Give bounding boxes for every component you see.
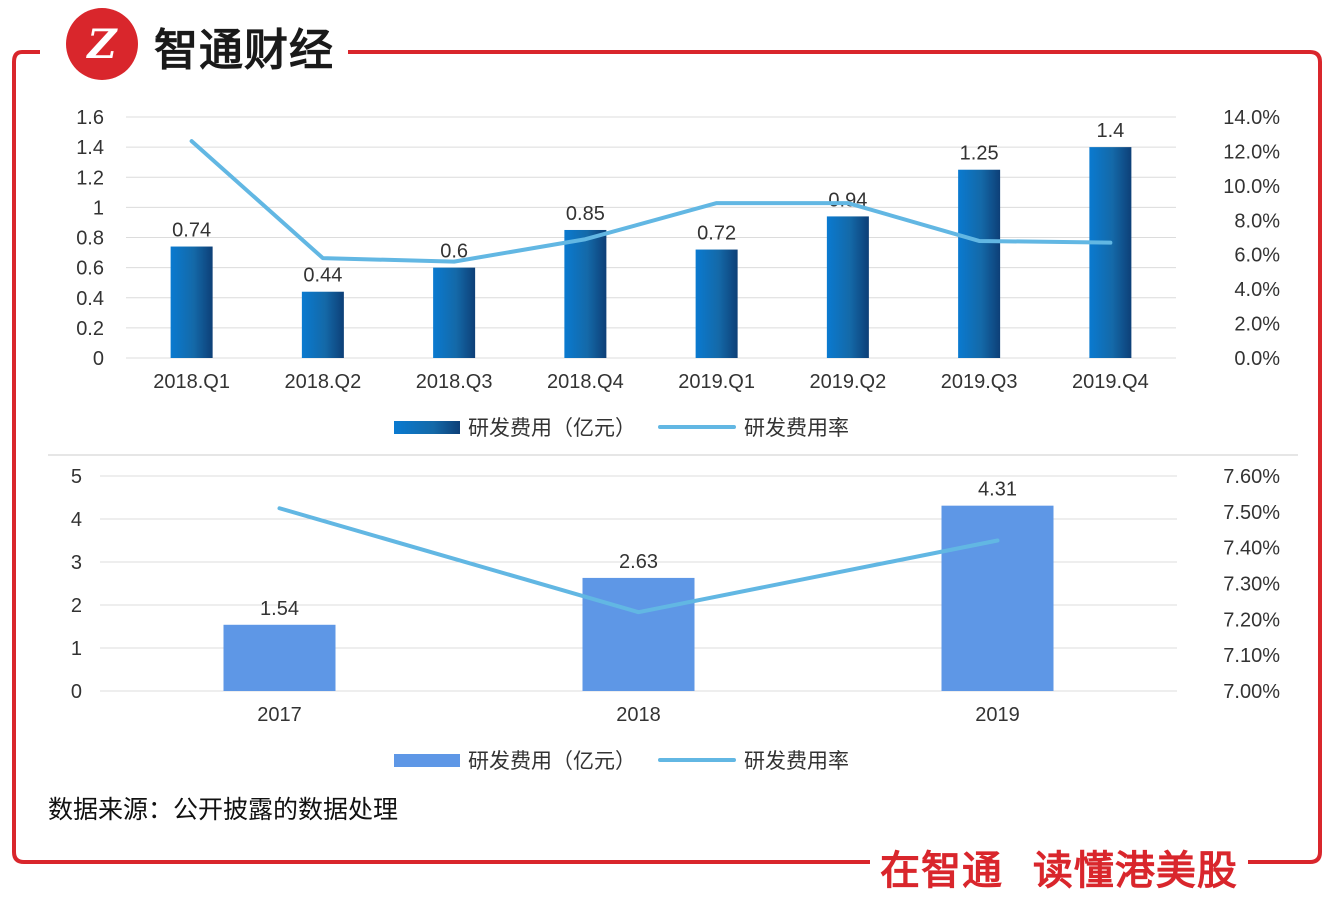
data-label: 0.74: [172, 220, 211, 242]
bar: [433, 267, 476, 358]
x-tick-label: 2019.Q2: [810, 371, 887, 393]
y-tick-label: 1: [71, 638, 82, 660]
quarterly-rd-chart: 0 0.2 0.4 0.6 0.8 1 1.2 1.4 1.6 0.0% 2.0% 4.0% 6.0% 8…: [76, 107, 1280, 393]
bar: [170, 246, 213, 358]
bar: [826, 216, 869, 358]
data-label: 0.6: [440, 241, 468, 263]
y2-tick-label: 10.0%: [1223, 176, 1280, 198]
bar: [564, 229, 607, 358]
data-label: 0.72: [697, 223, 736, 245]
rate-line: [189, 139, 1113, 264]
bar: [958, 169, 1001, 358]
legend-bar-item: 研发费用（亿元）: [394, 745, 636, 775]
y2-tick-label: 14.0%: [1223, 107, 1280, 129]
x-tick-label: 2018.Q4: [547, 371, 624, 393]
y2-tick-label: 6.0%: [1234, 245, 1280, 267]
slogan: 在智通 读懂港美股: [870, 838, 1248, 896]
y2-tick-label: 7.60%: [1223, 466, 1280, 488]
y-tick-label: 0: [93, 348, 104, 370]
legend-bar-item: 研发费用（亿元）: [394, 412, 636, 442]
brand-logo: Z: [66, 8, 138, 80]
y2-tick-label: 7.30%: [1223, 574, 1280, 596]
legend-line-item: 研发费用率: [658, 412, 849, 442]
y-tick-label: 0.6: [76, 258, 104, 280]
y2-tick-label: 2.0%: [1234, 314, 1280, 336]
y-tick-label: 0.8: [76, 228, 104, 250]
legend-line-swatch: [658, 758, 736, 762]
y-tick-label: 2: [71, 595, 82, 617]
data-label: 0.85: [566, 203, 605, 225]
bar: [223, 624, 336, 691]
bar: [301, 291, 344, 358]
legend-bar-label: 研发费用（亿元）: [468, 416, 636, 440]
y2-tick-label: 8.0%: [1234, 210, 1280, 232]
data-label: 1.25: [960, 143, 999, 165]
data-label: 1.4: [1096, 120, 1124, 142]
legend-line-label: 研发费用率: [744, 749, 849, 773]
data-label: 2.63: [619, 551, 658, 573]
chart-divider: [48, 454, 1298, 456]
x-tick-label: 2018.Q3: [416, 371, 493, 393]
y2-tick-label: 7.40%: [1223, 538, 1280, 560]
legend-line-item: 研发费用率: [658, 745, 849, 775]
x-tick-label: 2018.Q1: [153, 371, 230, 393]
y-tick-label: 0.4: [76, 288, 104, 310]
x-tick-label: 2018.Q2: [285, 371, 362, 393]
y2-tick-label: 0.0%: [1234, 348, 1280, 370]
bar: [582, 577, 695, 691]
x-tick-label: 2019: [975, 704, 1020, 726]
y2-tick-label: 12.0%: [1223, 141, 1280, 163]
y2-tick-label: 7.10%: [1223, 645, 1280, 667]
y2-tick-label: 4.0%: [1234, 279, 1280, 301]
x-tick-label: 2017: [257, 704, 302, 726]
y-tick-label: 4: [71, 509, 82, 531]
y-tick-label: 5: [71, 466, 82, 488]
legend-bar-label: 研发费用（亿元）: [468, 749, 636, 773]
annual-rd-chart: 0 1 2 3 4 5 7.00% 7.10% 7.20% 7.30% 7.40% 7.50% 7.60…: [71, 466, 1280, 726]
x-tick-label: 2018: [616, 704, 661, 726]
brand-name: 智通财经: [152, 14, 348, 78]
y2-tick-label: 7.20%: [1223, 609, 1280, 631]
x-tick-label: 2019.Q4: [1072, 371, 1149, 393]
bar: [941, 505, 1054, 691]
y-tick-label: 1.4: [76, 137, 104, 159]
legend-bar-swatch: [394, 753, 460, 767]
legend-line-label: 研发费用率: [744, 416, 849, 440]
y-tick-label: 1.6: [76, 107, 104, 129]
y-tick-label: 1: [93, 197, 104, 219]
x-tick-label: 2019.Q1: [678, 371, 755, 393]
y2-tick-label: 7.00%: [1223, 681, 1280, 703]
y-tick-label: 1.2: [76, 167, 104, 189]
source-note: 数据来源：公开披露的数据处理: [48, 795, 399, 824]
y-tick-label: 3: [71, 552, 82, 574]
data-label: 4.31: [978, 479, 1017, 501]
chart2-legend: 研发费用（亿元） 研发费用率: [394, 745, 871, 775]
y2-tick-label: 7.50%: [1223, 502, 1280, 524]
y-tick-label: 0: [71, 681, 82, 703]
legend-line-swatch: [658, 425, 736, 429]
data-label: 0.44: [303, 265, 342, 287]
bar: [1089, 147, 1132, 358]
bar: [695, 249, 738, 358]
y-tick-label: 0.2: [76, 318, 104, 340]
rate-line: [277, 506, 1000, 615]
x-tick-label: 2019.Q3: [941, 371, 1018, 393]
legend-bar-swatch: [394, 420, 460, 434]
chart1-legend: 研发费用（亿元） 研发费用率: [394, 412, 871, 442]
data-label: 1.54: [260, 598, 299, 620]
